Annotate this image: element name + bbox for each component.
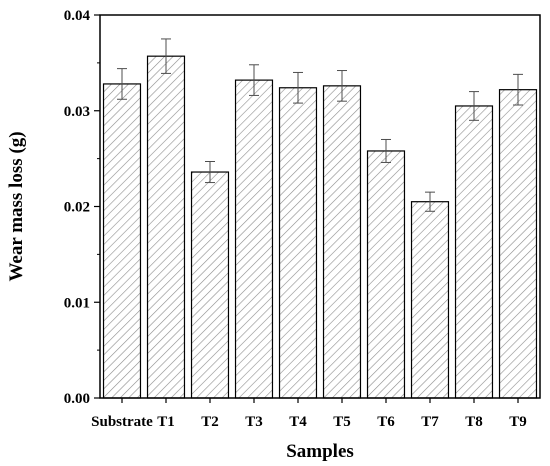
y-tick-label-4: 0.04 xyxy=(64,8,91,24)
x-tick-label-t8: T8 xyxy=(465,414,483,430)
bar-t9 xyxy=(498,89,538,399)
x-axis-title: Samples xyxy=(286,441,354,462)
y-axis-ticks: 0.00 0.01 0.02 0.03 0.04 xyxy=(64,8,100,407)
error-bar-t4 xyxy=(293,71,303,104)
x-tick-label-t6: T6 xyxy=(377,414,395,430)
y-tick-label-2: 0.02 xyxy=(64,200,90,216)
bar-t8 xyxy=(454,105,494,399)
y-axis-title: Wear mass loss (g) xyxy=(6,131,27,281)
error-bar-t3 xyxy=(249,64,259,96)
bar-substrate xyxy=(102,83,142,399)
bar-t6 xyxy=(366,150,406,399)
bar-t3 xyxy=(234,79,274,399)
bar-t1 xyxy=(146,55,186,399)
x-tick-label-t5: T5 xyxy=(333,414,351,430)
x-tick-label-t7: T7 xyxy=(421,414,439,430)
error-bar-t1 xyxy=(161,38,171,74)
x-tick-label-substrate: Substrate xyxy=(91,414,153,430)
error-bar-t9 xyxy=(513,73,523,106)
y-tick-label-1: 0.01 xyxy=(64,295,90,311)
y-tick-label-0: 0.00 xyxy=(64,391,90,407)
y-tick-label-3: 0.03 xyxy=(64,104,90,120)
bar-t7 xyxy=(410,201,450,399)
x-axis-ticks: Substrate T1 T2 T3 T4 T5 T6 T7 T8 T9 xyxy=(91,398,527,430)
x-tick-label-t9: T9 xyxy=(509,414,527,430)
error-bar-t5 xyxy=(337,70,347,102)
bar-t5 xyxy=(322,85,362,399)
error-bars-group xyxy=(117,38,523,212)
error-bar-t2 xyxy=(205,160,215,184)
x-tick-label-t1: T1 xyxy=(157,414,175,430)
bar-t4 xyxy=(278,87,318,399)
error-bar-t6 xyxy=(381,138,391,163)
bar-t2 xyxy=(190,171,230,399)
x-tick-label-t2: T2 xyxy=(201,414,219,430)
error-bar-t7 xyxy=(425,191,435,212)
x-tick-label-t3: T3 xyxy=(245,414,263,430)
error-bar-t8 xyxy=(469,91,479,121)
bars-group xyxy=(102,55,538,399)
error-bar-substrate xyxy=(117,68,127,100)
x-tick-label-t4: T4 xyxy=(289,414,307,430)
